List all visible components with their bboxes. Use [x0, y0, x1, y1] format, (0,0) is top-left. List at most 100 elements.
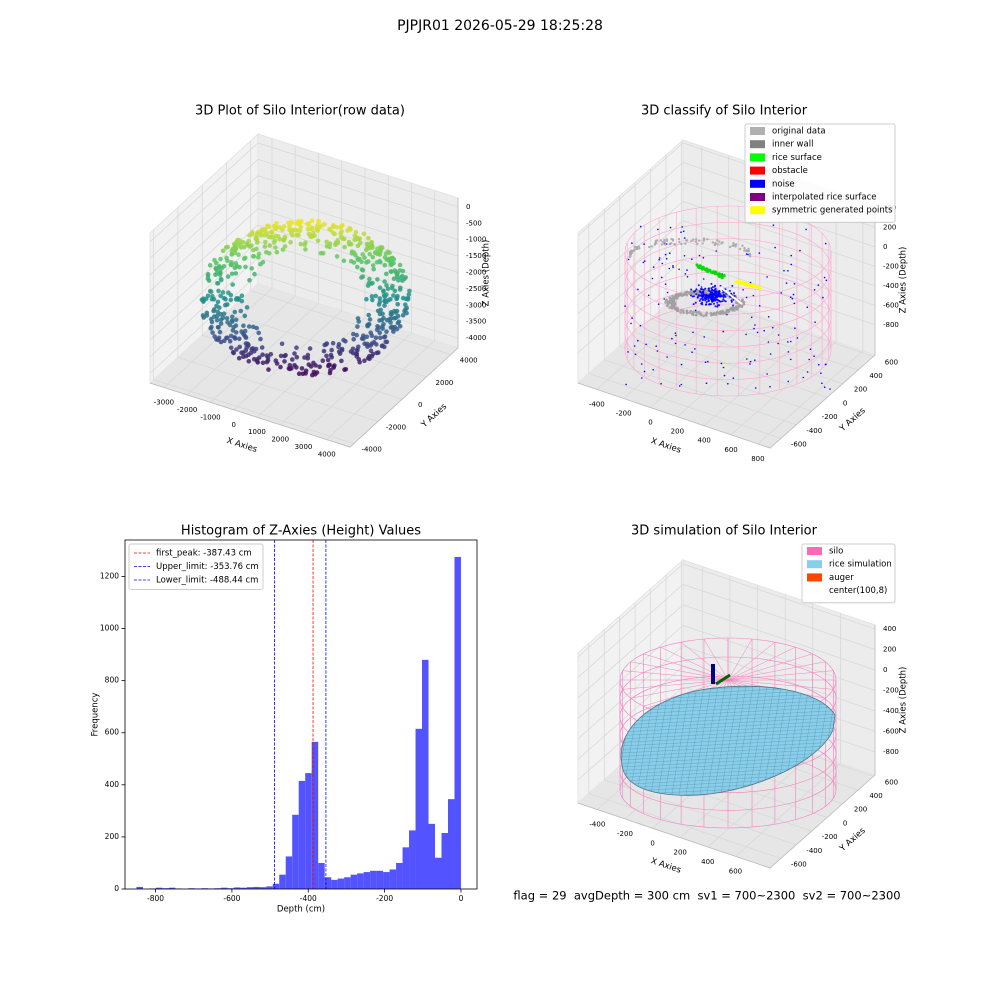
histogram-bar [415, 728, 423, 889]
point-cloud-dot [316, 219, 321, 224]
noise-dot [794, 327, 796, 330]
point-cloud-dot [313, 363, 318, 368]
noise-dot [752, 294, 755, 297]
wall-dot [675, 307, 678, 311]
noise-dot [824, 242, 827, 245]
z-tick-label: -2000 [466, 269, 486, 277]
grid-line [577, 181, 876, 276]
point-cloud-dot [233, 261, 239, 266]
point-cloud-dot [322, 342, 328, 348]
wall-dot [630, 249, 633, 253]
point-cloud-dot [293, 228, 299, 233]
x-tick-label: -3000 [154, 398, 174, 406]
noise-dot [708, 303, 711, 306]
z-tick-label: -600 [883, 301, 899, 309]
noise-dot [723, 299, 726, 302]
grid-line [303, 183, 412, 433]
noise-dot [806, 306, 809, 309]
point-cloud-dot [220, 248, 226, 254]
histogram-bar [422, 659, 429, 889]
rice-mesh [712, 686, 734, 796]
point-cloud-dot [341, 337, 346, 343]
noise-dot [631, 317, 633, 319]
point-cloud-dot [214, 270, 220, 276]
point-cloud-dot [311, 369, 317, 375]
point-cloud-dot [343, 367, 349, 372]
point-cloud-dot [236, 252, 241, 257]
noise-dot [661, 262, 664, 265]
noise-dot [694, 289, 697, 292]
wall-dot [689, 309, 693, 313]
noise-dot [809, 348, 812, 351]
point-cloud-dot [371, 266, 377, 272]
histogram-bar [305, 773, 312, 889]
grid-line [149, 175, 459, 275]
point-cloud-dot [272, 238, 278, 243]
point-cloud-dot [367, 276, 372, 282]
silo-spoke [727, 638, 753, 681]
rice-mesh [656, 686, 678, 796]
point-cloud-dot [300, 371, 306, 377]
wall-dot [704, 313, 708, 316]
legend-box [128, 543, 264, 590]
noise-dot [708, 293, 711, 296]
noise-dot [802, 376, 805, 379]
wall-dot [695, 313, 698, 317]
point-cloud-dot [390, 326, 396, 332]
noise-dot [780, 292, 782, 294]
noise-dot [711, 292, 714, 295]
grid-line [577, 259, 876, 354]
point-cloud-dot [218, 293, 223, 299]
point-cloud-dot [369, 294, 375, 299]
wall-dot [717, 243, 720, 246]
noise-dot [796, 337, 799, 339]
noise-dot [698, 299, 701, 302]
point-cloud-dot [201, 315, 206, 320]
wall-dot [692, 311, 695, 314]
point-cloud-dot [259, 228, 264, 234]
noise-dot [643, 243, 645, 245]
point-cloud-dot [297, 228, 303, 233]
noise-dot [789, 296, 792, 299]
wall-dot [688, 291, 691, 294]
y-tick-label: -2000 [386, 423, 406, 431]
point-cloud-dot [392, 288, 398, 294]
rice-dot [708, 268, 712, 272]
noise-dot [708, 296, 711, 298]
point-cloud-dot [290, 357, 295, 362]
noise-dot [639, 225, 642, 228]
point-cloud-dot [299, 366, 305, 371]
grid-line [149, 142, 459, 243]
y-tick-label: 0 [418, 401, 422, 409]
noise-dot [684, 344, 686, 346]
z-tick-label: 400 [883, 625, 896, 633]
point-cloud-dot [225, 258, 230, 264]
histogram-bar [240, 887, 247, 889]
wall-dot [715, 311, 718, 315]
noise-dot [669, 252, 671, 254]
noise-dot [732, 304, 735, 307]
axis-line [577, 205, 876, 449]
point-cloud-dot [230, 314, 235, 320]
point-cloud-dot [392, 316, 397, 321]
legend-label: silo [829, 547, 843, 557]
rice-surface [620, 685, 836, 796]
x-tick-label: 400 [698, 437, 711, 445]
point-cloud-dot [374, 260, 380, 265]
wall-dot [732, 244, 735, 247]
point-cloud-dot [255, 254, 261, 260]
auger [711, 664, 715, 684]
point-cloud-dot [230, 282, 235, 287]
noise-dot [769, 353, 772, 355]
point-cloud-dot [384, 292, 389, 297]
wall-dot [671, 239, 675, 242]
noise-dot [817, 284, 820, 286]
wall-dot [745, 249, 748, 252]
histogram-bar [285, 856, 293, 889]
noise-dot [814, 321, 816, 324]
silo-spoke [727, 641, 776, 681]
noise-dot [732, 377, 735, 379]
noise-dot [683, 237, 686, 239]
wall-dot [648, 245, 651, 249]
point-cloud-dot [277, 237, 283, 242]
